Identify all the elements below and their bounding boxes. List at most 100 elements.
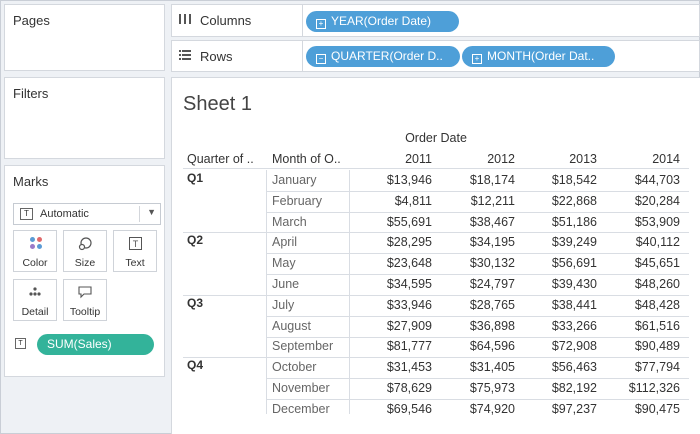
sales-value-cell: $56,691 — [551, 256, 597, 271]
quarter-divider — [183, 357, 689, 359]
color-label: Color — [22, 257, 48, 269]
month-label: March — [272, 214, 307, 229]
collapse-minus-icon: − — [316, 54, 326, 64]
column-group-header: Order Date — [405, 131, 467, 145]
rows-shelf[interactable]: Rows − QUARTER(Order D.. + MONTH(Order Dat… — [171, 40, 700, 72]
quarter-label: Q2 — [187, 233, 204, 248]
year-order-date-pill[interactable]: + YEAR(Order Date) — [306, 11, 459, 32]
size-icon — [64, 237, 106, 251]
text-encoding-icon: T — [15, 338, 26, 349]
row-divider — [266, 211, 689, 213]
text-label: Text — [125, 257, 145, 269]
sales-value-cell: $40,112 — [635, 235, 680, 250]
filters-title: Filters — [13, 86, 49, 101]
sales-value-cell: $45,651 — [634, 256, 680, 271]
month-column-divider — [349, 170, 350, 414]
rows-icon — [178, 49, 192, 64]
sales-value-cell: $75,973 — [469, 381, 515, 395]
color-button[interactable]: Color — [13, 230, 57, 272]
sales-value-cell: $44,703 — [634, 173, 680, 187]
year-header: 2012 — [487, 152, 515, 166]
sheet-title: Sheet 1 — [183, 93, 252, 115]
sales-value-cell: $39,249 — [551, 235, 597, 250]
quarter-order-date-pill[interactable]: − QUARTER(Order D.. — [306, 46, 460, 67]
sales-value-cell: $48,428 — [634, 297, 680, 312]
row-divider — [266, 399, 689, 400]
sales-value-cell: $24,797 — [469, 277, 515, 291]
text-button[interactable]: T Text — [113, 230, 157, 272]
marks-panel: Marks T Automatic ▼ Color Size T Text De… — [4, 165, 165, 377]
month-label: January — [272, 173, 317, 187]
sales-value-cell: $31,405 — [469, 360, 515, 375]
columns-shelf[interactable]: Columns + YEAR(Order Date) — [171, 4, 700, 37]
sales-value-cell: $51,186 — [551, 214, 597, 229]
marks-title: Marks — [13, 174, 49, 189]
sales-value-cell: $18,174 — [469, 173, 515, 187]
text-mark-icon: T — [20, 208, 33, 220]
row-divider — [266, 274, 689, 276]
quarter-divider — [183, 232, 689, 234]
month-label: October — [272, 360, 317, 375]
sales-value-cell: $56,463 — [551, 360, 597, 375]
detail-icon — [14, 286, 56, 300]
sales-value-cell: $72,908 — [551, 339, 597, 354]
sales-value-cell: $74,920 — [469, 401, 515, 416]
sales-value-cell: $28,295 — [386, 235, 432, 250]
sales-value-cell: $78,629 — [386, 381, 432, 395]
row-header-month: Month of O.. — [272, 152, 341, 166]
header-divider — [183, 168, 689, 169]
pill-label: MONTH(Order Dat.. — [487, 49, 595, 63]
sales-value-cell: $90,489 — [634, 339, 680, 354]
dropdown-divider — [139, 206, 140, 222]
sales-value-cell: $30,132 — [469, 256, 515, 271]
quarter-divider — [183, 294, 689, 296]
month-label: May — [272, 256, 296, 271]
sales-value-cell: $23,648 — [386, 256, 432, 271]
sales-value-cell: $36,898 — [469, 318, 515, 333]
sales-value-cell: $34,595 — [386, 277, 432, 291]
sales-value-cell: $77,794 — [634, 360, 680, 375]
quarter-label: Q1 — [187, 171, 204, 185]
tooltip-button[interactable]: Tooltip — [63, 279, 107, 321]
detail-button[interactable]: Detail — [13, 279, 57, 321]
year-header: 2011 — [405, 152, 432, 166]
sales-value-cell: $34,195 — [469, 235, 515, 250]
detail-label: Detail — [21, 306, 49, 318]
sum-sales-pill[interactable]: SUM(Sales) — [37, 334, 154, 355]
size-button[interactable]: Size — [63, 230, 107, 272]
svg-text:T: T — [132, 239, 138, 249]
sales-value-cell: $38,441 — [551, 297, 597, 312]
month-label: September — [272, 339, 334, 354]
sales-value-cell: $81,777 — [386, 339, 432, 354]
sales-value-cell: $55,691 — [386, 214, 432, 229]
sales-value-cell: $39,430 — [551, 277, 597, 291]
pill-label: YEAR(Order Date) — [331, 14, 432, 28]
row-divider — [266, 191, 689, 192]
month-order-date-pill[interactable]: + MONTH(Order Dat.. — [462, 46, 615, 67]
chevron-down-icon: ▼ — [147, 207, 156, 217]
pages-title: Pages — [13, 13, 50, 28]
sales-value-cell: $13,946 — [386, 173, 432, 187]
row-divider — [266, 336, 689, 338]
pages-panel[interactable]: Pages — [4, 4, 165, 71]
row-divider — [266, 253, 689, 255]
month-label: July — [272, 297, 295, 312]
sales-value-cell: $53,909 — [634, 214, 680, 229]
year-header: 2014 — [652, 152, 680, 166]
mark-type-dropdown[interactable]: T Automatic ▼ — [13, 203, 161, 225]
sales-value-cell: $22,868 — [551, 193, 597, 208]
sales-value-cell: $4,811 — [394, 193, 432, 208]
columns-label: Columns — [200, 13, 252, 28]
expand-plus-icon: + — [316, 19, 326, 29]
sales-value-cell: $64,596 — [469, 339, 515, 354]
sales-value-cell: $69,546 — [386, 401, 432, 416]
sales-value-cell: $33,266 — [551, 318, 597, 333]
filters-panel[interactable]: Filters — [4, 77, 165, 159]
sales-value-cell: $61,516 — [634, 318, 680, 333]
sales-value-cell: $48,260 — [634, 277, 680, 291]
sales-value-cell: $82,192 — [551, 381, 597, 395]
text-icon: T — [114, 237, 156, 251]
size-label: Size — [74, 257, 96, 269]
row-divider — [266, 378, 689, 380]
rows-label: Rows — [200, 49, 233, 64]
